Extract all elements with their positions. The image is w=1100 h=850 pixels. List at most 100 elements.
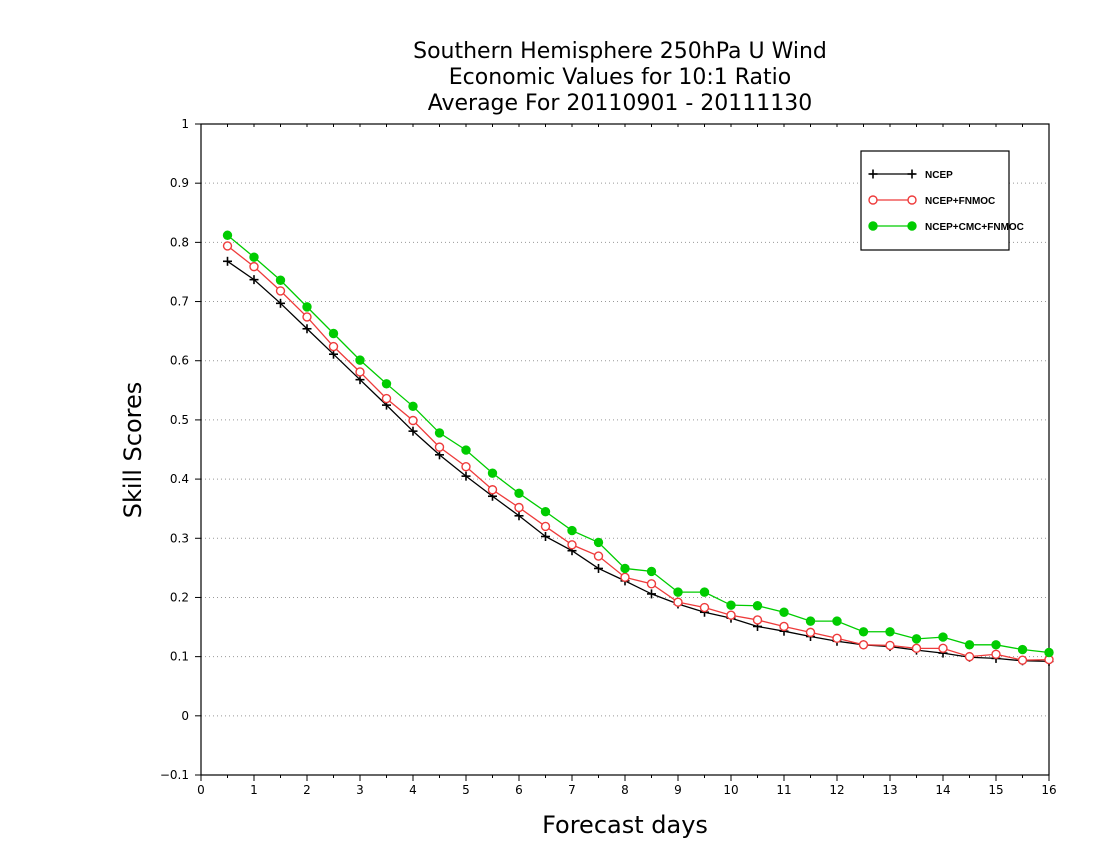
data-point [938,632,948,642]
chart-title-line: Average For 20110901 - 20111130 [428,91,813,116]
data-point [461,471,471,481]
x-axis: 0 1 2 3 4 5 6 7 8 9 10 11 12 13 14 15 16 [197,124,1057,797]
data-point [222,241,233,251]
y-axis-label: Skill Scores [119,382,147,519]
y-tick-label: 0.6 [170,354,189,368]
data-point [938,643,948,654]
data-point [885,640,895,651]
x-tick-label: 7 [568,783,576,797]
data-point [1017,644,1028,655]
data-point [779,621,789,632]
data-point [276,298,285,308]
series-ncep [223,256,1054,666]
legend-marker [868,169,878,179]
x-tick-label: 16 [1041,783,1056,797]
data-point [964,651,975,662]
data-point [514,502,524,513]
x-tick-label: 2 [303,783,311,797]
data-point [249,275,259,285]
data-point [567,525,577,536]
y-tick-label: 0.4 [170,472,189,486]
data-point [805,616,816,626]
chart-title-line: Southern Hemisphere 250hPa U Wind [413,39,827,64]
data-point [858,627,869,637]
data-point [567,540,577,550]
data-point [1044,647,1054,658]
x-tick-label: 9 [674,783,682,797]
y-tick-label: 0.7 [170,295,189,309]
x-tick-label: 1 [250,783,258,797]
data-point [434,442,445,452]
legend-marker [907,221,917,231]
x-tick-label: 15 [988,783,1003,797]
data-point [355,367,365,377]
x-tick-label: 4 [409,783,417,797]
x-axis-label: Forecast days [542,811,708,839]
data-point [434,428,445,438]
data-point [302,324,312,334]
legend-entry: NCEP [868,169,953,181]
y-tick-label: 0.2 [170,590,189,604]
y-tick-label: 0.8 [170,235,189,249]
legend-label: NCEP+FNMOC [925,196,995,207]
series-ncep-cmc-fnmoc [222,230,1054,658]
data-point [540,521,551,532]
data-point [620,572,630,583]
legend: NCEP NCEP+FNMOC NCEP+CMC+FNMOC [860,150,1024,251]
y-tick-label: 0 [181,709,189,723]
y-tick-label: 0.1 [170,650,189,664]
data-point [885,627,895,637]
chart-title-line: Economic Values for 10:1 Ratio [449,65,791,90]
data-point [752,615,763,625]
data-point [673,587,683,597]
data-point [223,256,232,266]
data-point [408,401,418,411]
y-axis: −0.1 0 0.1 0.2 0.3 0.4 0.5 0.6 0.7 0.8 0.9 1 [160,117,201,782]
chart-title: Southern Hemisphere 250hPa U WindEconomi… [413,39,827,116]
data-point [514,511,524,521]
legend-label: NCEP [925,170,953,181]
data-point [594,563,603,573]
data-point [779,607,789,617]
legend-marker [907,195,917,205]
data-point [275,275,286,285]
data-point [911,634,922,644]
data-point [646,566,657,577]
data-point [461,461,471,472]
data-point [249,252,259,262]
x-tick-label: 11 [776,783,791,797]
data-point [302,302,312,312]
data-point [487,485,498,495]
data-point [514,488,524,498]
data-point [222,230,233,240]
data-point [381,393,392,404]
series-ncep-fnmoc [222,241,1054,665]
data-point [487,468,498,478]
data-point [991,640,1001,650]
series-layer [222,230,1054,666]
data-point [620,563,630,574]
data-point [249,261,259,272]
data-point [328,328,339,339]
data-point [541,531,550,541]
x-tick-label: 10 [723,783,738,797]
data-point [302,312,312,322]
data-point [646,579,657,589]
data-point [673,597,683,607]
data-point [275,286,286,296]
y-tick-label: −0.1 [160,768,189,782]
data-point [832,616,842,626]
x-tick-label: 3 [356,783,364,797]
series-line [227,260,1050,663]
data-point [964,640,975,650]
y-tick-label: 1 [181,117,189,131]
data-point [752,601,763,611]
data-point [991,649,1001,659]
x-tick-label: 12 [829,783,844,797]
data-point [858,640,869,650]
x-tick-label: 8 [621,783,629,797]
y-tick-label: 0.9 [170,176,189,190]
data-point [593,537,604,548]
y-tick-label: 0.5 [170,413,189,427]
